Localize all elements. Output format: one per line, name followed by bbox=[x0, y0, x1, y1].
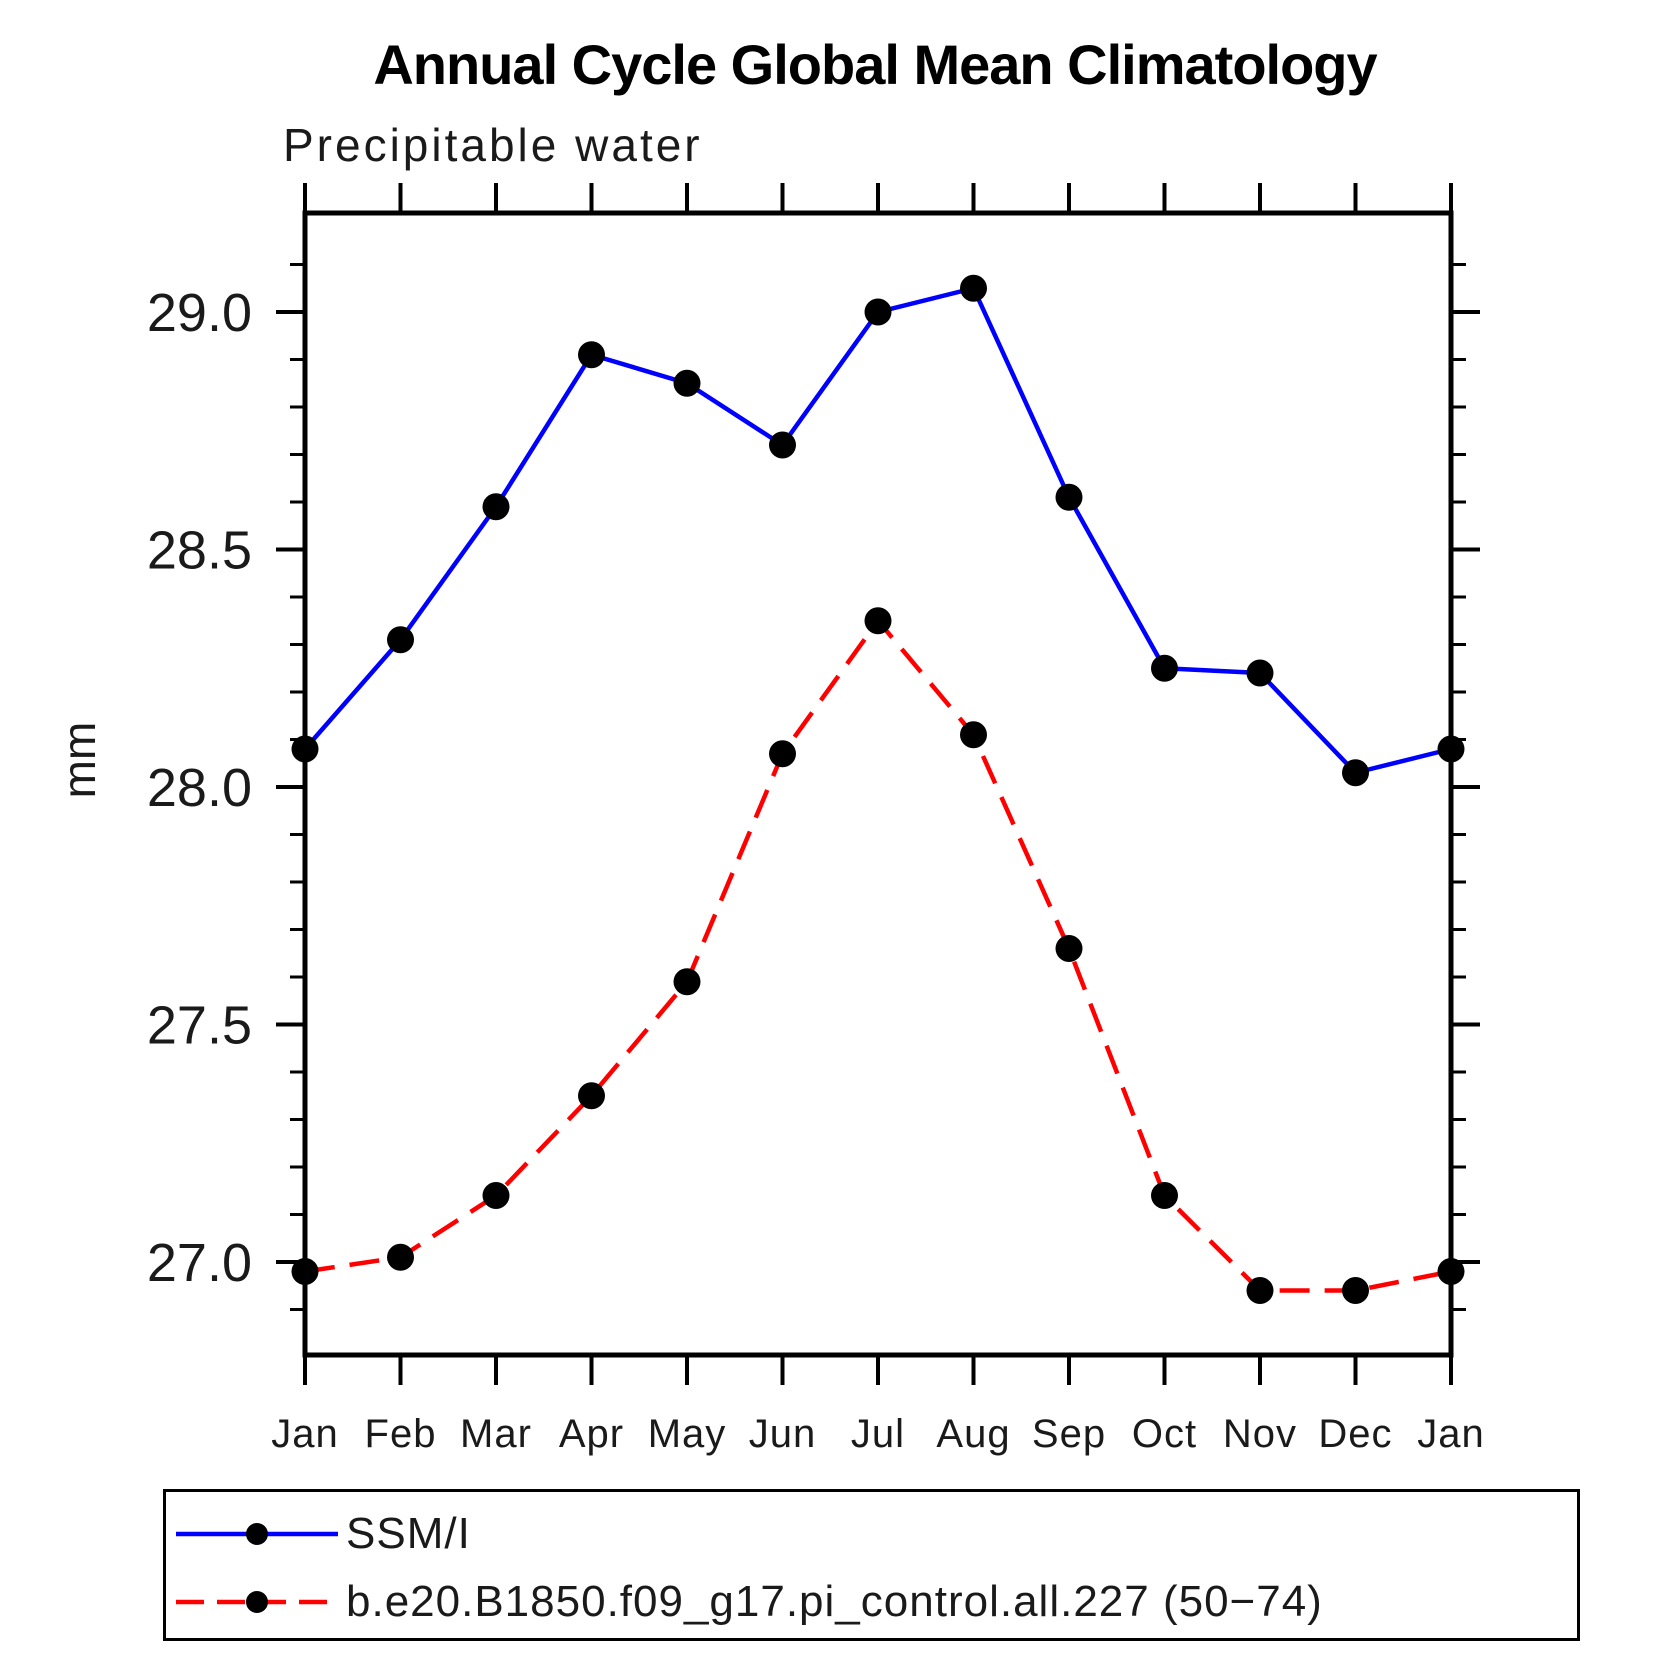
x-tick-label: Oct bbox=[1132, 1412, 1197, 1456]
legend-label-1: b.e20.B1850.f09_g17.pi_control.all.227 (… bbox=[346, 1577, 1323, 1626]
x-tick-label: Feb bbox=[365, 1412, 437, 1456]
y-tick-label: 29.0 bbox=[147, 283, 252, 343]
x-tick-label: Dec bbox=[1318, 1412, 1392, 1456]
y-tick-label: 28.5 bbox=[147, 521, 252, 581]
series-point-1 bbox=[1246, 1277, 1274, 1304]
series-point-1 bbox=[387, 1243, 414, 1271]
legend-item-model: b.e20.B1850.f09_g17.pi_control.all.227 (… bbox=[172, 1577, 1323, 1626]
legend: SSM/I b.e20.B1850.f09_g17.pi_control.all… bbox=[163, 1489, 1580, 1641]
series-point-0 bbox=[1342, 759, 1369, 787]
series-point-0 bbox=[387, 626, 414, 654]
series-line-1 bbox=[304, 618, 1452, 1293]
series-point-1 bbox=[1055, 935, 1083, 962]
series-point-0 bbox=[769, 431, 796, 459]
x-tick-label: Jun bbox=[749, 1412, 817, 1456]
series-point-0 bbox=[960, 274, 987, 302]
series-point-1 bbox=[1342, 1277, 1369, 1304]
series-point-0 bbox=[1055, 483, 1083, 511]
series-point-1 bbox=[769, 740, 796, 768]
series-point-1 bbox=[291, 1258, 319, 1285]
series-point-1 bbox=[482, 1182, 510, 1209]
series-point-0 bbox=[1246, 659, 1274, 687]
legend-item-ssmi: SSM/I bbox=[172, 1509, 471, 1558]
x-tick-label: Aug bbox=[936, 1412, 1010, 1456]
chart-title: Annual Cycle Global Mean Climatology bbox=[373, 33, 1377, 96]
series-point-1 bbox=[1437, 1258, 1465, 1285]
series-point-1 bbox=[673, 968, 701, 996]
y-axis-label: mm bbox=[53, 722, 105, 799]
series-point-1 bbox=[864, 607, 892, 635]
x-tick-label: Apr bbox=[559, 1412, 624, 1456]
series-point-1 bbox=[1151, 1182, 1178, 1209]
plot-frame bbox=[302, 210, 1454, 1358]
series-point-0 bbox=[1151, 654, 1178, 682]
series-point-1 bbox=[960, 721, 987, 749]
legend-marker-0 bbox=[246, 1523, 268, 1545]
chart-subtitle: Precipitable water bbox=[283, 119, 703, 171]
series-line-0 bbox=[303, 286, 1452, 775]
y-tick-label: 28.0 bbox=[147, 758, 252, 818]
x-tick-label: Nov bbox=[1223, 1412, 1297, 1456]
legend-line-sample-dashed bbox=[176, 1591, 338, 1613]
y-tick-label: 27.0 bbox=[147, 1233, 252, 1293]
x-tick-label: Mar bbox=[460, 1412, 532, 1456]
x-tick-label: May bbox=[648, 1412, 727, 1456]
series-point-0 bbox=[482, 493, 510, 521]
x-tick-label: Jan bbox=[1417, 1412, 1485, 1456]
legend-line-sample-solid bbox=[176, 1523, 338, 1545]
legend-marker-1 bbox=[246, 1591, 268, 1613]
x-tick-label: Jan bbox=[271, 1412, 339, 1456]
series-point-0 bbox=[864, 298, 892, 326]
legend-label-0: SSM/I bbox=[346, 1509, 471, 1558]
series-point-0 bbox=[291, 735, 319, 763]
y-tick-label: 27.5 bbox=[147, 996, 252, 1056]
series-point-0 bbox=[673, 369, 701, 397]
series-point-0 bbox=[1437, 735, 1465, 763]
x-tick-label: Sep bbox=[1032, 1412, 1106, 1456]
series-point-0 bbox=[578, 341, 605, 369]
x-tick-label: Jul bbox=[851, 1412, 905, 1456]
series-point-1 bbox=[578, 1082, 605, 1110]
